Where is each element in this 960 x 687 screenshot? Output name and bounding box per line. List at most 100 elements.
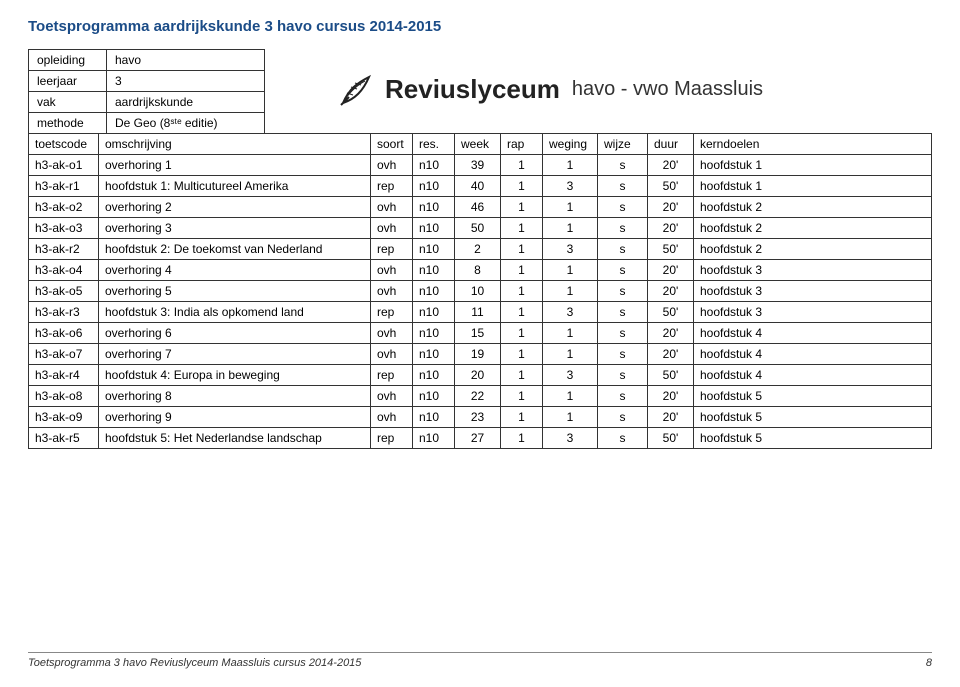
table-cell: overhoring 3 bbox=[99, 218, 371, 239]
meta-row: leerjaar3 bbox=[29, 71, 265, 92]
table-cell: 50' bbox=[648, 239, 694, 260]
table-row: h3-ak-r3hoofdstuk 3: India als opkomend … bbox=[29, 302, 932, 323]
table-cell: 39 bbox=[455, 155, 501, 176]
table-cell: hoofdstuk 3 bbox=[694, 281, 932, 302]
table-cell: 1 bbox=[543, 197, 598, 218]
table-cell: rep bbox=[371, 302, 413, 323]
table-cell: 1 bbox=[501, 176, 543, 197]
table-cell: s bbox=[598, 428, 648, 449]
table-row: h3-ak-o5overhoring 5ovhn101011s20'hoofds… bbox=[29, 281, 932, 302]
table-cell: 1 bbox=[543, 407, 598, 428]
table-cell: s bbox=[598, 260, 648, 281]
table-cell: rep bbox=[371, 239, 413, 260]
column-header: week bbox=[455, 134, 501, 155]
table-cell: n10 bbox=[413, 386, 455, 407]
table-cell: h3-ak-o3 bbox=[29, 218, 99, 239]
table-cell: hoofdstuk 1: Multicutureel Amerika bbox=[99, 176, 371, 197]
table-row: h3-ak-o9overhoring 9ovhn102311s20'hoofds… bbox=[29, 407, 932, 428]
table-cell: 19 bbox=[455, 344, 501, 365]
table-cell: n10 bbox=[413, 260, 455, 281]
table-cell: s bbox=[598, 176, 648, 197]
column-header: rap bbox=[501, 134, 543, 155]
table-cell: hoofdstuk 2 bbox=[694, 218, 932, 239]
table-row: h3-ak-r1hoofdstuk 1: Multicutureel Ameri… bbox=[29, 176, 932, 197]
table-row: h3-ak-r2hoofdstuk 2: De toekomst van Ned… bbox=[29, 239, 932, 260]
table-row: h3-ak-o4overhoring 4ovhn10811s20'hoofdst… bbox=[29, 260, 932, 281]
table-cell: h3-ak-r3 bbox=[29, 302, 99, 323]
table-cell: 22 bbox=[455, 386, 501, 407]
table-cell: h3-ak-r4 bbox=[29, 365, 99, 386]
table-cell: hoofdstuk 2 bbox=[694, 239, 932, 260]
table-cell: 27 bbox=[455, 428, 501, 449]
table-cell: 20' bbox=[648, 197, 694, 218]
table-cell: n10 bbox=[413, 428, 455, 449]
meta-row: vakaardrijkskunde bbox=[29, 92, 265, 113]
table-cell: 10 bbox=[455, 281, 501, 302]
table-cell: ovh bbox=[371, 344, 413, 365]
table-cell: rep bbox=[371, 176, 413, 197]
table-cell: 1 bbox=[543, 386, 598, 407]
table-cell: n10 bbox=[413, 197, 455, 218]
meta-label: vak bbox=[29, 92, 107, 113]
table-cell: 50' bbox=[648, 302, 694, 323]
column-header: toetscode bbox=[29, 134, 99, 155]
table-cell: 8 bbox=[455, 260, 501, 281]
table-cell: hoofdstuk 5 bbox=[694, 428, 932, 449]
table-row: h3-ak-o6overhoring 6ovhn101511s20'hoofds… bbox=[29, 323, 932, 344]
table-cell: 20' bbox=[648, 386, 694, 407]
table-cell: 20' bbox=[648, 323, 694, 344]
table-cell: 3 bbox=[543, 239, 598, 260]
table-cell: 3 bbox=[543, 176, 598, 197]
table-cell: 20' bbox=[648, 260, 694, 281]
table-cell: ovh bbox=[371, 155, 413, 176]
table-cell: hoofdstuk 4 bbox=[694, 365, 932, 386]
table-row: h3-ak-o8overhoring 8ovhn102211s20'hoofds… bbox=[29, 386, 932, 407]
column-header: weging bbox=[543, 134, 598, 155]
meta-label: opleiding bbox=[29, 50, 107, 71]
page-title: Toetsprogramma aardrijkskunde 3 havo cur… bbox=[28, 18, 932, 35]
table-cell: overhoring 2 bbox=[99, 197, 371, 218]
table-cell: hoofdstuk 3: India als opkomend land bbox=[99, 302, 371, 323]
table-cell: 2 bbox=[455, 239, 501, 260]
table-cell: hoofdstuk 4 bbox=[694, 344, 932, 365]
table-cell: hoofdstuk 5 bbox=[694, 407, 932, 428]
table-cell: h3-ak-r2 bbox=[29, 239, 99, 260]
footer-page-number: 8 bbox=[926, 657, 932, 669]
table-cell: 1 bbox=[501, 260, 543, 281]
meta-row: methodeDe Geo (8ˢᵗᵉ editie) bbox=[29, 113, 265, 134]
table-cell: hoofdstuk 3 bbox=[694, 302, 932, 323]
table-cell: 40 bbox=[455, 176, 501, 197]
table-cell: n10 bbox=[413, 365, 455, 386]
table-cell: 3 bbox=[543, 428, 598, 449]
table-cell: ovh bbox=[371, 260, 413, 281]
logo-name: Reviuslyceum bbox=[385, 74, 560, 105]
table-cell: 1 bbox=[543, 281, 598, 302]
table-cell: 23 bbox=[455, 407, 501, 428]
table-cell: overhoring 8 bbox=[99, 386, 371, 407]
table-cell: hoofdstuk 1 bbox=[694, 176, 932, 197]
table-cell: ovh bbox=[371, 407, 413, 428]
table-cell: h3-ak-o7 bbox=[29, 344, 99, 365]
table-cell: s bbox=[598, 344, 648, 365]
table-cell: 20' bbox=[648, 218, 694, 239]
table-cell: 46 bbox=[455, 197, 501, 218]
table-cell: 50' bbox=[648, 176, 694, 197]
table-cell: 3 bbox=[543, 365, 598, 386]
table-cell: rep bbox=[371, 365, 413, 386]
table-cell: hoofdstuk 4 bbox=[694, 323, 932, 344]
column-header: res. bbox=[413, 134, 455, 155]
table-cell: 20' bbox=[648, 281, 694, 302]
table-cell: 1 bbox=[501, 365, 543, 386]
table-cell: h3-ak-o9 bbox=[29, 407, 99, 428]
logo-subtitle: havo - vwo Maassluis bbox=[572, 78, 763, 101]
table-row: h3-ak-o7overhoring 7ovhn101911s20'hoofds… bbox=[29, 344, 932, 365]
table-cell: hoofdstuk 2: De toekomst van Nederland bbox=[99, 239, 371, 260]
table-cell: n10 bbox=[413, 323, 455, 344]
table-cell: overhoring 1 bbox=[99, 155, 371, 176]
table-cell: 1 bbox=[501, 323, 543, 344]
table-cell: n10 bbox=[413, 239, 455, 260]
table-cell: 1 bbox=[543, 155, 598, 176]
table-row: h3-ak-o2overhoring 2ovhn104611s20'hoofds… bbox=[29, 197, 932, 218]
table-cell: overhoring 4 bbox=[99, 260, 371, 281]
table-cell: hoofdstuk 2 bbox=[694, 197, 932, 218]
